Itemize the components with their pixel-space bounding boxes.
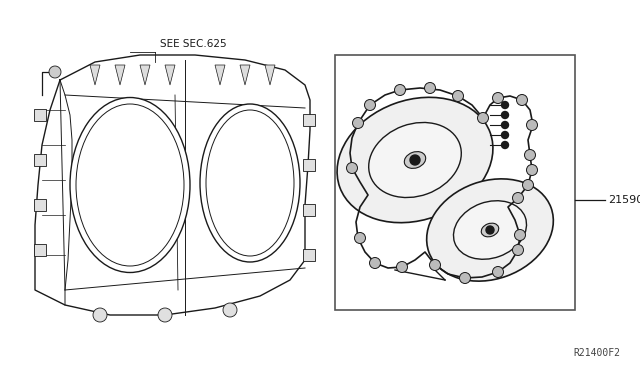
Circle shape: [346, 163, 358, 173]
Circle shape: [502, 131, 509, 138]
Polygon shape: [215, 65, 225, 85]
Circle shape: [223, 303, 237, 317]
Circle shape: [477, 112, 488, 124]
Polygon shape: [115, 65, 125, 85]
Circle shape: [493, 266, 504, 278]
Circle shape: [525, 150, 536, 160]
Circle shape: [513, 192, 524, 203]
Circle shape: [353, 118, 364, 128]
Text: SEE SEC.625: SEE SEC.625: [160, 39, 227, 49]
Circle shape: [93, 308, 107, 322]
Ellipse shape: [76, 104, 184, 266]
Circle shape: [369, 257, 381, 269]
Bar: [303, 159, 315, 171]
Circle shape: [424, 83, 435, 93]
Circle shape: [429, 260, 440, 270]
Circle shape: [158, 308, 172, 322]
Bar: [303, 204, 315, 216]
Text: R21400F2: R21400F2: [573, 348, 620, 358]
Bar: [34, 109, 46, 121]
Polygon shape: [140, 65, 150, 85]
Bar: [34, 244, 46, 256]
Text: 21590: 21590: [608, 195, 640, 205]
Ellipse shape: [427, 179, 554, 281]
Circle shape: [397, 262, 408, 273]
Circle shape: [502, 122, 509, 128]
Circle shape: [502, 112, 509, 119]
Polygon shape: [165, 65, 175, 85]
Circle shape: [49, 66, 61, 78]
Bar: [335, 55, 575, 310]
Ellipse shape: [454, 201, 527, 259]
Polygon shape: [90, 65, 100, 85]
Ellipse shape: [481, 223, 499, 237]
Polygon shape: [265, 65, 275, 85]
Circle shape: [513, 244, 524, 256]
Circle shape: [502, 102, 509, 109]
Bar: [34, 154, 46, 166]
Ellipse shape: [337, 97, 493, 223]
Circle shape: [527, 164, 538, 176]
Circle shape: [410, 155, 420, 165]
Circle shape: [522, 180, 534, 190]
Ellipse shape: [70, 97, 190, 273]
Circle shape: [516, 94, 527, 106]
Circle shape: [527, 119, 538, 131]
Circle shape: [460, 273, 470, 283]
Bar: [303, 249, 315, 261]
Circle shape: [355, 232, 365, 244]
Bar: [303, 114, 315, 126]
Circle shape: [515, 230, 525, 241]
Circle shape: [502, 141, 509, 148]
Ellipse shape: [369, 122, 461, 198]
Circle shape: [486, 226, 494, 234]
Ellipse shape: [200, 104, 300, 262]
Circle shape: [394, 84, 406, 96]
Bar: [34, 199, 46, 211]
Polygon shape: [240, 65, 250, 85]
Circle shape: [493, 93, 504, 103]
Circle shape: [452, 90, 463, 102]
Circle shape: [365, 99, 376, 110]
Ellipse shape: [206, 110, 294, 256]
Ellipse shape: [404, 152, 426, 169]
